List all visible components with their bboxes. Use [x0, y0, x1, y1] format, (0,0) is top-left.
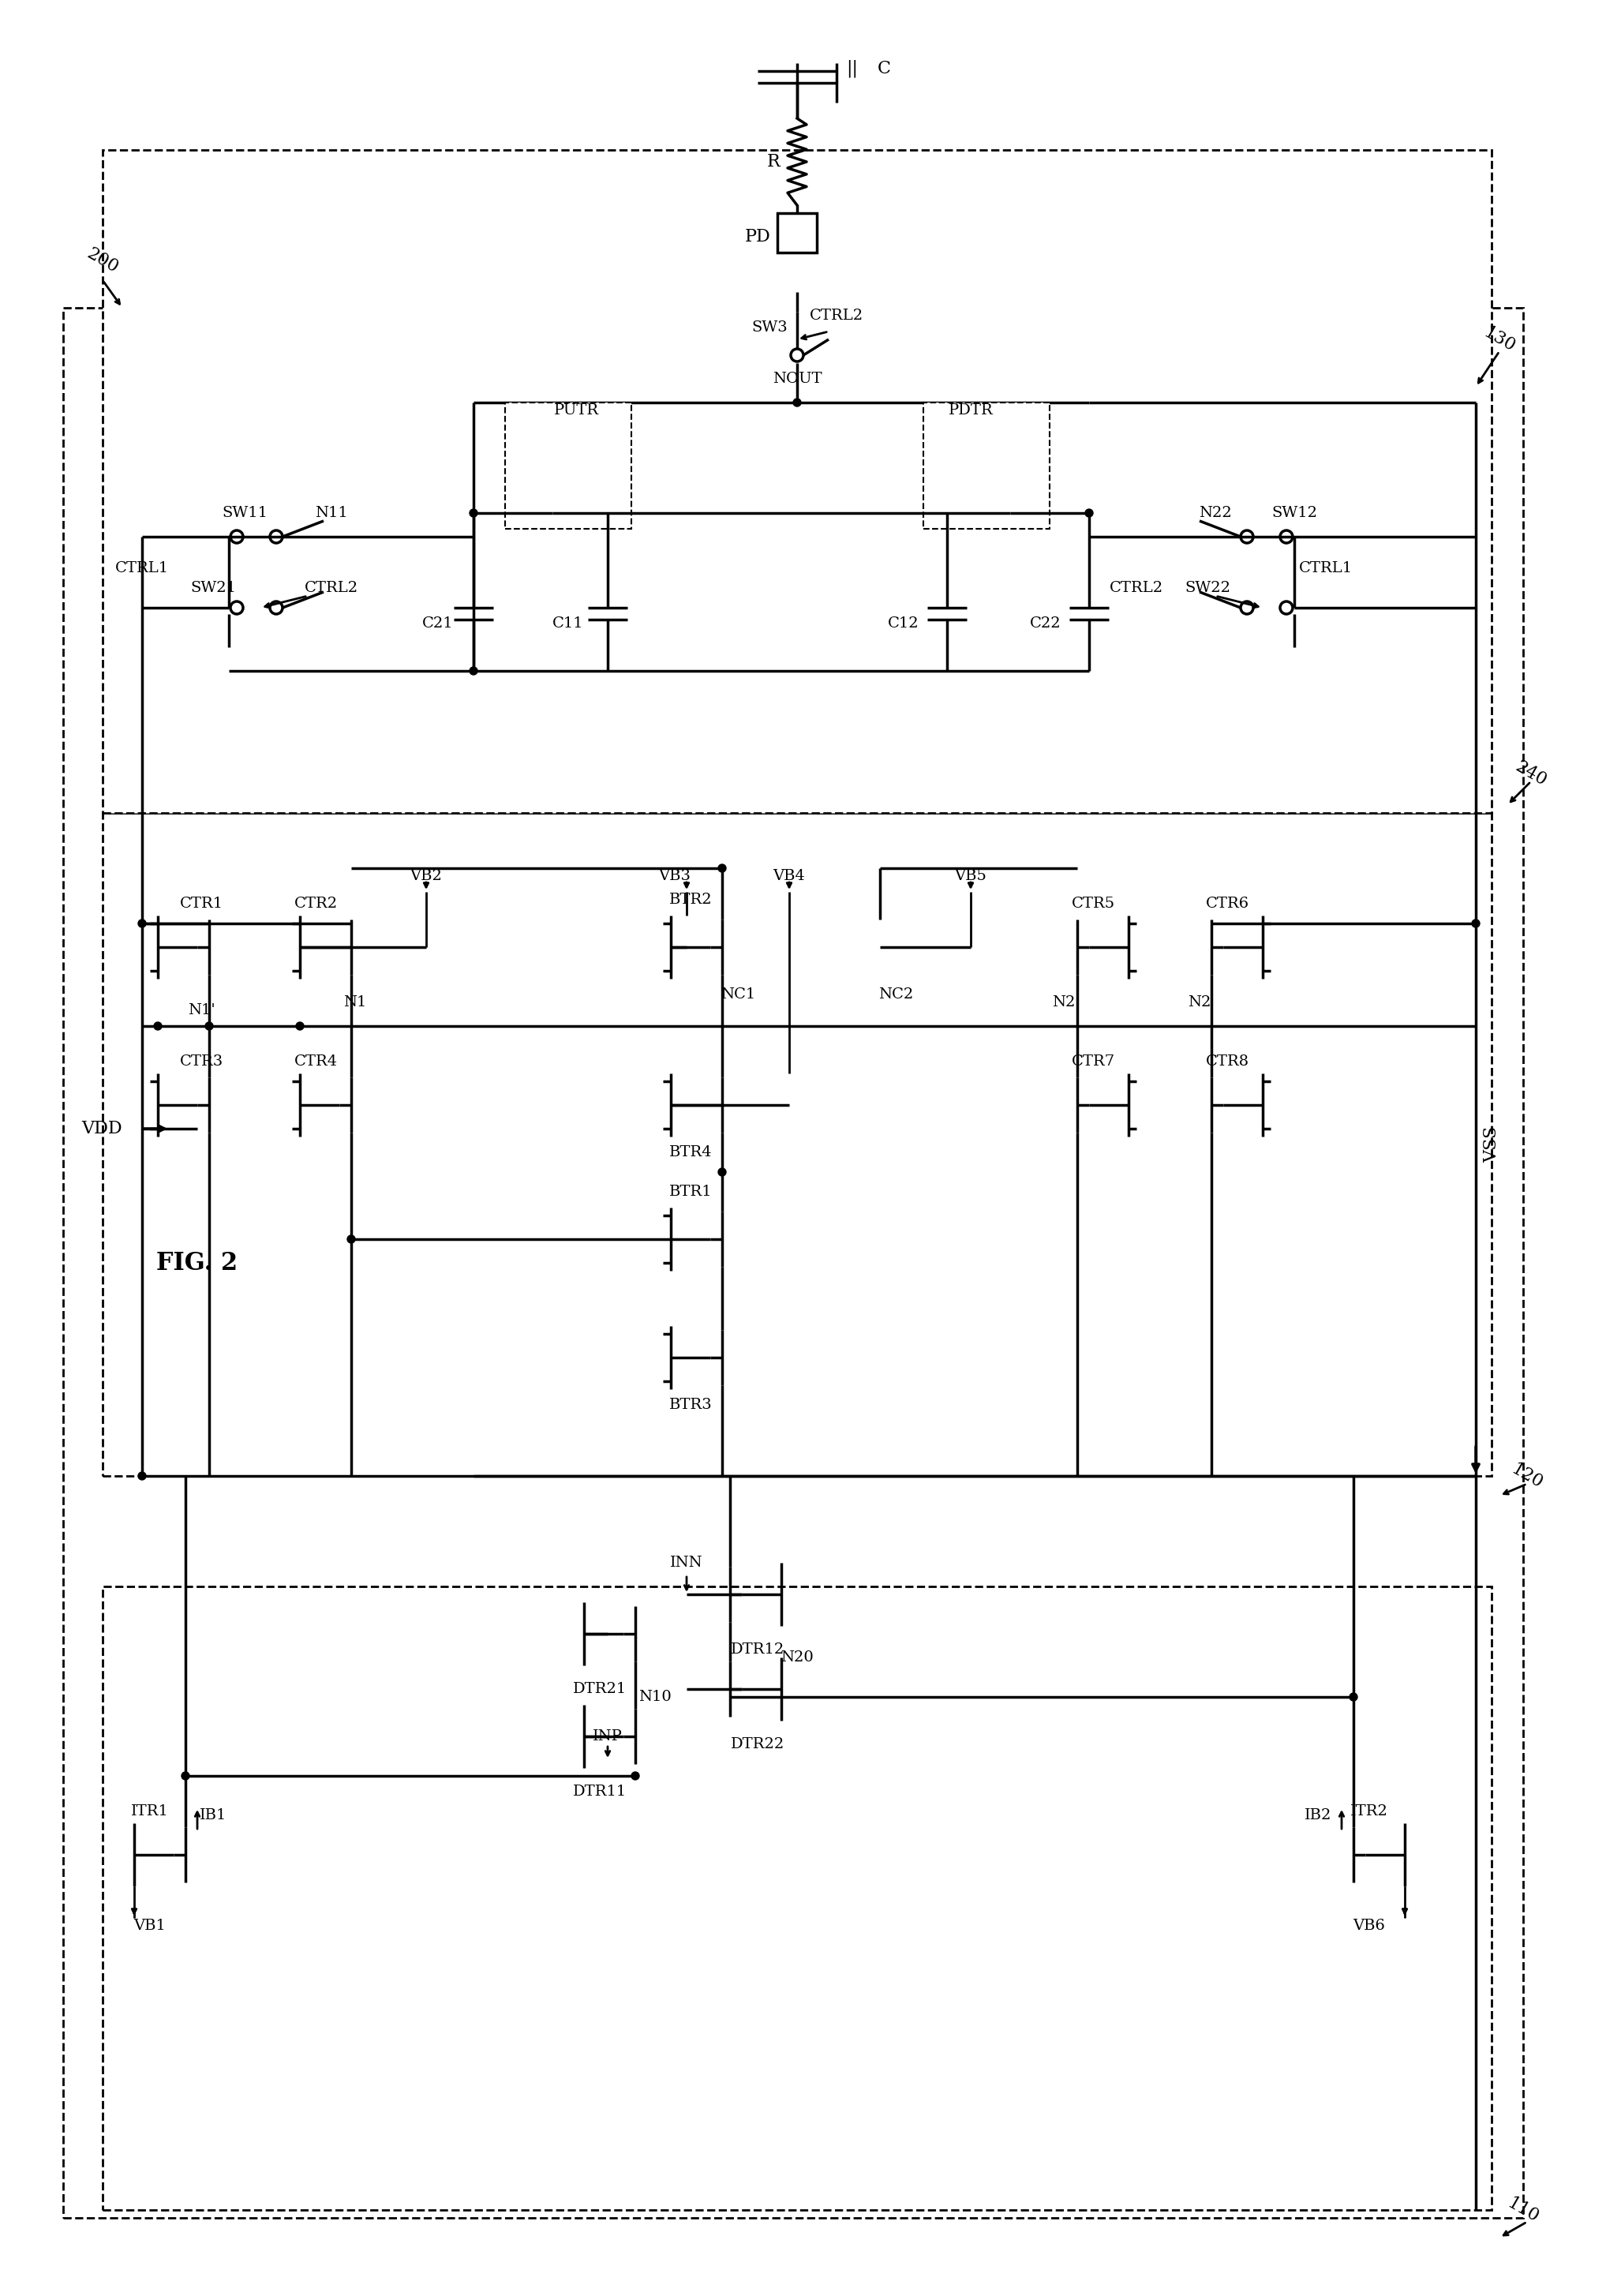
- Text: FIG. 2: FIG. 2: [157, 1251, 238, 1274]
- Text: DTR22: DTR22: [731, 1738, 785, 1752]
- Text: ITR1: ITR1: [132, 1805, 169, 1818]
- Text: INN: INN: [670, 1557, 703, 1570]
- Text: R: R: [766, 154, 781, 170]
- Text: CTR4: CTR4: [294, 1054, 337, 1068]
- Bar: [923, 402, 1050, 528]
- Bar: [777, 214, 817, 253]
- Circle shape: [181, 1773, 190, 1779]
- Text: VB4: VB4: [772, 868, 805, 884]
- Circle shape: [138, 918, 146, 928]
- Bar: [63, 308, 1522, 2218]
- Circle shape: [469, 510, 477, 517]
- Text: VB3: VB3: [658, 868, 691, 884]
- Text: SW12: SW12: [1272, 505, 1317, 521]
- Text: PUTR: PUTR: [554, 404, 599, 418]
- Text: IB2: IB2: [1304, 1809, 1331, 1823]
- Circle shape: [138, 1472, 146, 1481]
- Text: VSS: VSS: [1482, 1127, 1500, 1162]
- Text: CTR2: CTR2: [294, 898, 337, 912]
- Text: VDD: VDD: [82, 1120, 122, 1137]
- Text: VB6: VB6: [1354, 1919, 1386, 1933]
- Text: PD: PD: [745, 227, 771, 246]
- Text: N22: N22: [1198, 505, 1232, 521]
- Text: N1': N1': [188, 1003, 215, 1017]
- Text: NC2: NC2: [878, 987, 914, 1001]
- Text: 200: 200: [84, 246, 122, 276]
- Text: DTR11: DTR11: [573, 1784, 626, 1798]
- Text: NOUT: NOUT: [772, 372, 822, 386]
- Text: CTR7: CTR7: [1071, 1054, 1115, 1068]
- Text: VB5: VB5: [954, 868, 986, 884]
- Text: 240: 240: [1513, 758, 1550, 790]
- Text: C11: C11: [552, 615, 585, 631]
- Text: SW21: SW21: [190, 581, 236, 595]
- Text: BTR4: BTR4: [670, 1146, 711, 1159]
- Text: IB1: IB1: [199, 1809, 226, 1823]
- Text: PDTR: PDTR: [948, 404, 993, 418]
- Text: CTR1: CTR1: [180, 898, 223, 912]
- Circle shape: [718, 863, 726, 872]
- Text: VB1: VB1: [133, 1919, 165, 1933]
- Circle shape: [154, 1022, 162, 1031]
- Text: N20: N20: [781, 1651, 814, 1665]
- Circle shape: [718, 1169, 726, 1176]
- Circle shape: [469, 666, 477, 675]
- Text: CTRL1: CTRL1: [1299, 560, 1352, 576]
- Text: BTR3: BTR3: [670, 1398, 711, 1412]
- Text: CTRL2: CTRL2: [809, 308, 864, 324]
- Bar: [504, 402, 631, 528]
- Text: C: C: [877, 60, 891, 78]
- Text: ITR2: ITR2: [1351, 1805, 1388, 1818]
- Text: 130: 130: [1481, 324, 1518, 356]
- Text: DTR12: DTR12: [731, 1642, 785, 1658]
- Text: CTR8: CTR8: [1206, 1054, 1249, 1068]
- Text: CTRL1: CTRL1: [116, 560, 169, 576]
- Text: C12: C12: [888, 615, 919, 631]
- Text: CTR6: CTR6: [1206, 898, 1249, 912]
- Text: N2: N2: [1188, 994, 1211, 1010]
- Text: SW3: SW3: [752, 321, 787, 335]
- Circle shape: [793, 400, 801, 406]
- Text: N11: N11: [315, 505, 349, 521]
- Text: N1: N1: [344, 994, 366, 1010]
- Text: SW11: SW11: [222, 505, 268, 521]
- Text: BTR2: BTR2: [670, 893, 711, 907]
- Text: C22: C22: [1029, 615, 1062, 631]
- Text: C21: C21: [422, 615, 453, 631]
- Bar: [103, 149, 1492, 813]
- Text: 120: 120: [1508, 1460, 1547, 1492]
- Bar: [103, 813, 1492, 1476]
- Text: VB2: VB2: [410, 868, 442, 884]
- Circle shape: [1349, 1692, 1357, 1701]
- Circle shape: [1086, 510, 1094, 517]
- Circle shape: [1471, 918, 1479, 928]
- Text: CTRL2: CTRL2: [1110, 581, 1163, 595]
- Bar: [103, 1587, 1492, 2211]
- Text: BTR1: BTR1: [670, 1185, 711, 1199]
- Text: DTR21: DTR21: [573, 1683, 626, 1697]
- Text: ||: ||: [846, 60, 858, 78]
- Circle shape: [347, 1235, 355, 1242]
- Text: N2': N2': [1052, 994, 1079, 1010]
- Text: CTR5: CTR5: [1071, 898, 1115, 912]
- Circle shape: [631, 1773, 639, 1779]
- Text: SW22: SW22: [1185, 581, 1230, 595]
- Text: CTR3: CTR3: [180, 1054, 223, 1068]
- Text: NC1: NC1: [721, 987, 755, 1001]
- Text: N10: N10: [639, 1690, 671, 1704]
- Text: 110: 110: [1505, 2195, 1542, 2225]
- Circle shape: [206, 1022, 214, 1031]
- Text: INP: INP: [593, 1729, 623, 1743]
- Text: CTRL2: CTRL2: [305, 581, 358, 595]
- Circle shape: [296, 1022, 304, 1031]
